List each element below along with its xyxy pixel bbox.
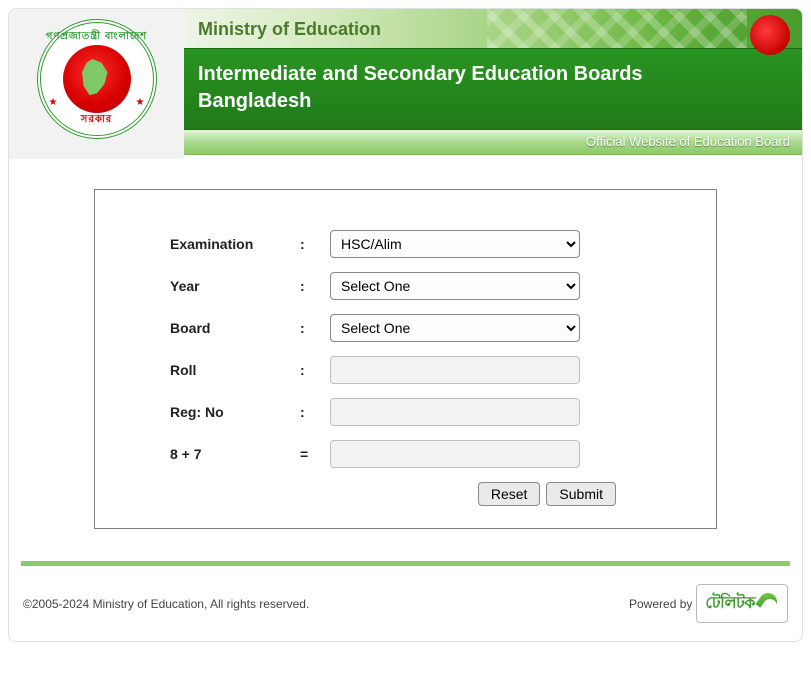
ministry-bar: Ministry of Education <box>184 9 802 48</box>
label-board: Board <box>170 320 300 336</box>
button-row: Reset Submit <box>170 482 676 506</box>
row-board: Board : Select One <box>170 314 676 342</box>
roll-input[interactable] <box>330 356 580 384</box>
page-container: গণপ্রজাতন্ত্রী বাংলাদেশ ★ ★ সরকার Minist… <box>8 8 803 642</box>
header: গণপ্রজাতন্ত্রী বাংলাদেশ ★ ★ সরকার Minist… <box>9 9 802 159</box>
header-main: Ministry of Education Intermediate and S… <box>184 9 802 159</box>
gov-logo: গণপ্রজাতন্ত্রী বাংলাদেশ ★ ★ সরকার <box>37 19 157 139</box>
row-examination: Examination : HSC/Alim <box>170 230 676 258</box>
title-line1: Intermediate and Secondary Education Boa… <box>198 61 788 88</box>
powered-label: Powered by <box>629 597 692 611</box>
sep-examination: : <box>300 236 330 252</box>
sep-board: : <box>300 320 330 336</box>
row-captcha: 8 + 7 = <box>170 440 676 468</box>
board-select[interactable]: Select One <box>330 314 580 342</box>
reset-button[interactable]: Reset <box>478 482 541 506</box>
sep-year: : <box>300 278 330 294</box>
row-year: Year : Select One <box>170 272 676 300</box>
title-line2: Bangladesh <box>198 88 788 115</box>
label-regno: Reg: No <box>170 404 300 420</box>
logo-text-bottom: সরকার <box>41 112 153 129</box>
teletalk-swoosh-icon <box>759 591 779 617</box>
year-select[interactable]: Select One <box>330 272 580 300</box>
teletalk-text: টেলিটক <box>705 590 755 617</box>
sep-roll: : <box>300 362 330 378</box>
row-regno: Reg: No : <box>170 398 676 426</box>
captcha-input[interactable] <box>330 440 580 468</box>
footer: ©2005-2024 Ministry of Education, All ri… <box>9 566 802 641</box>
label-year: Year <box>170 278 300 294</box>
examination-select[interactable]: HSC/Alim <box>330 230 580 258</box>
sep-captcha: = <box>300 446 330 462</box>
logo-cell: গণপ্রজাতন্ত্রী বাংলাদেশ ★ ★ সরকার <box>9 9 184 159</box>
subtitle-text: Official Website of Education Board <box>586 134 790 149</box>
subtitle-bar: Official Website of Education Board <box>184 130 802 155</box>
title-bar: Intermediate and Secondary Education Boa… <box>184 48 802 130</box>
copyright-text: ©2005-2024 Ministry of Education, All ri… <box>23 597 309 611</box>
regno-input[interactable] <box>330 398 580 426</box>
row-roll: Roll : <box>170 356 676 384</box>
form-area: Examination : HSC/Alim Year : Select One <box>9 159 802 549</box>
teletalk-logo[interactable]: টেলিটক <box>696 584 788 623</box>
ministry-title: Ministry of Education <box>198 19 381 39</box>
result-form: Examination : HSC/Alim Year : Select One <box>94 189 717 529</box>
label-captcha: 8 + 7 <box>170 446 300 462</box>
submit-button[interactable]: Submit <box>546 482 616 506</box>
header-pattern-icon <box>487 9 747 48</box>
label-examination: Examination <box>170 236 300 252</box>
sep-regno: : <box>300 404 330 420</box>
powered-by: Powered by টেলিটক <box>629 584 788 623</box>
label-roll: Roll <box>170 362 300 378</box>
